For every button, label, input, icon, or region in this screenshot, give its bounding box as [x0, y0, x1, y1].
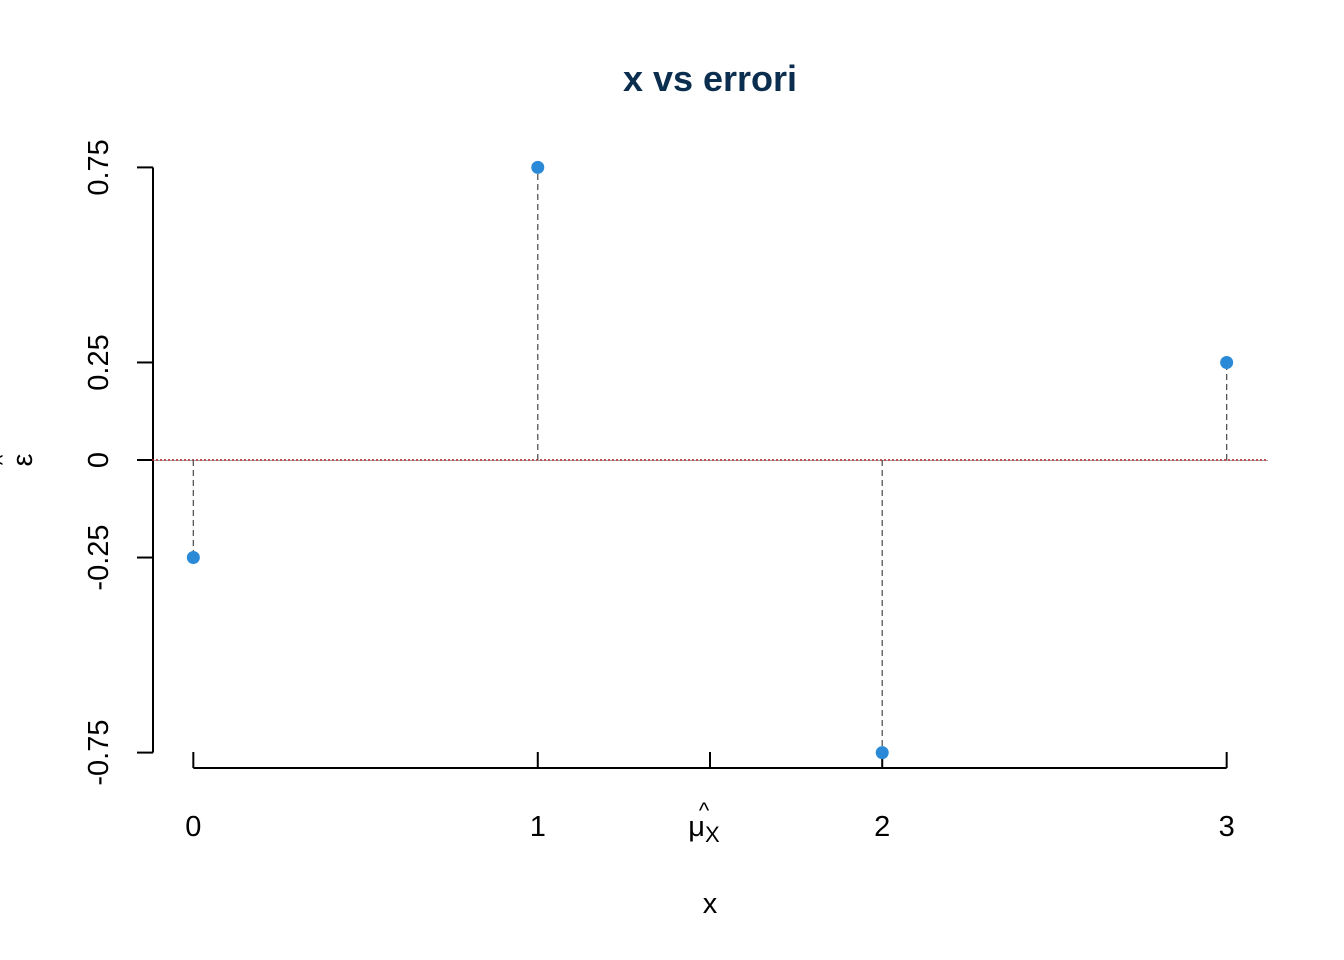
data-point	[186, 551, 200, 565]
y-axis-label: ε ^	[0, 453, 39, 466]
x-tick-label: 0	[185, 811, 201, 843]
plot-area: 0.750.250-0.25-0.750 1 μX^2 3	[83, 139, 1268, 847]
y-tick-label: 0.25	[83, 334, 115, 390]
x-tick-label-hat: ^	[699, 798, 710, 823]
x-tick-label: 3	[1219, 811, 1235, 843]
x-tick-label: 1	[530, 811, 546, 843]
data-point	[1220, 355, 1234, 369]
y-tick-label: -0.75	[83, 720, 115, 786]
y-axis-label-hat: ^	[0, 454, 15, 465]
y-tick-label: 0.75	[83, 139, 115, 195]
y-tick-label: 0	[83, 452, 115, 468]
data-point	[531, 160, 545, 174]
y-tick-label: -0.25	[83, 524, 115, 590]
y-axis-label-epsilon: ε	[7, 453, 39, 466]
data-point	[875, 746, 889, 760]
x-axis-label: x	[703, 888, 718, 920]
chart-title: x vs errori	[623, 58, 797, 99]
x-tick-label: 2	[874, 811, 890, 843]
